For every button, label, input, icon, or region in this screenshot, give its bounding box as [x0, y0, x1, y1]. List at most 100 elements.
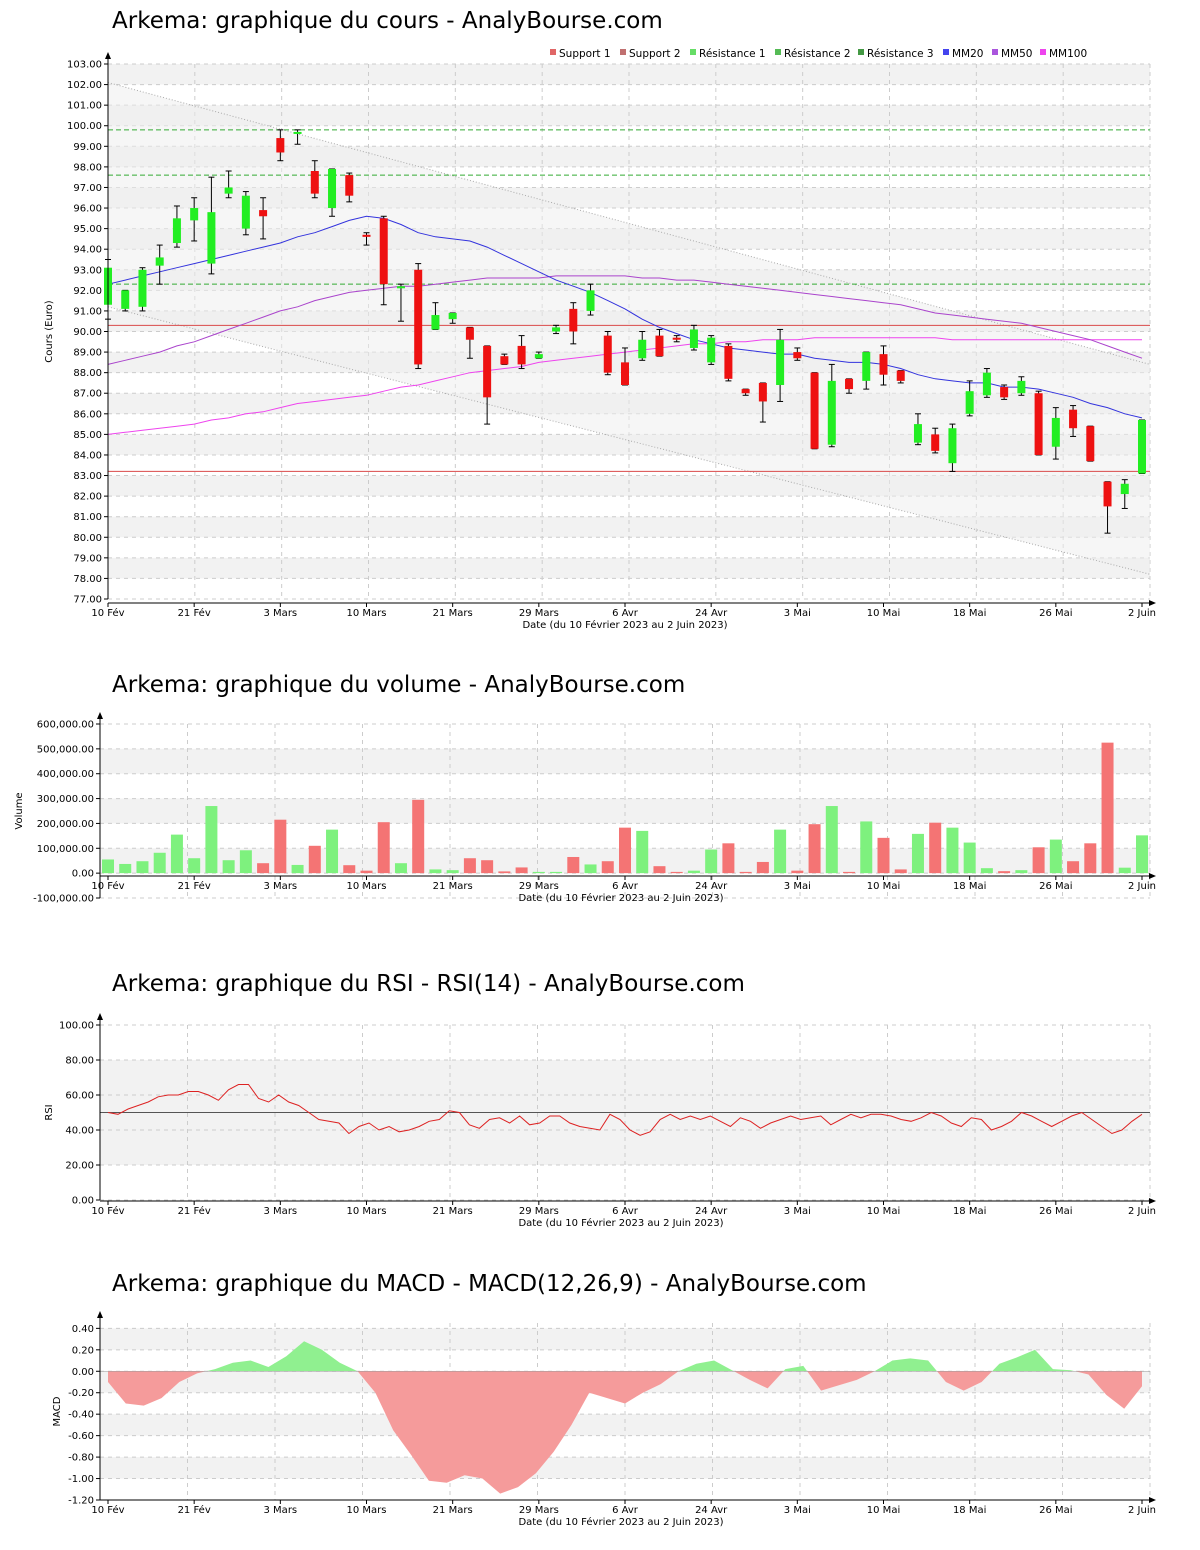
- candle-down: [672, 335, 681, 343]
- volume-bar: [291, 864, 304, 874]
- x-tick-label: 18 Mai: [953, 881, 986, 892]
- volume-bar: [998, 871, 1011, 874]
- legend-label: Support 1: [559, 48, 611, 60]
- candle-up: [431, 302, 440, 330]
- candle-up: [862, 351, 871, 390]
- volume-bar: [705, 849, 718, 874]
- candle-body: [552, 327, 561, 332]
- candle-down: [603, 331, 612, 376]
- candle-down: [896, 370, 905, 384]
- x-tick-label: 10 Fév: [91, 1504, 124, 1516]
- y-tick-label: 20.00: [65, 1161, 94, 1172]
- candle-body: [810, 372, 819, 449]
- x-tick-label: 21 Fév: [178, 1205, 211, 1217]
- x-tick-label: 10 Mars: [347, 1206, 387, 1217]
- volume-bar: [791, 870, 804, 874]
- candle-up: [121, 289, 130, 312]
- candle-body: [1000, 387, 1009, 398]
- y-axis-label: RSI: [44, 1104, 55, 1120]
- candle-up: [293, 129, 302, 145]
- y-tick-label: 95.00: [73, 224, 102, 235]
- y-tick-label: 96.00: [73, 204, 102, 215]
- candle-body: [621, 362, 629, 385]
- y-tick-label: 0.00: [72, 1367, 94, 1378]
- candle-body: [758, 382, 767, 402]
- y-tick-label: 300,000.00: [37, 794, 94, 805]
- x-tick-label: 29 Mars: [519, 881, 559, 892]
- y-tick-label: 400,000.00: [37, 769, 94, 780]
- candle-body: [414, 269, 423, 365]
- grid-band: [100, 798, 1150, 824]
- volume-bar: [687, 870, 700, 874]
- candle-body: [483, 345, 492, 398]
- candle-body: [689, 329, 698, 348]
- candle-up: [172, 205, 181, 248]
- x-tick-label: 21 Fév: [178, 880, 211, 892]
- volume-bar: [670, 871, 683, 874]
- x-tick-label: 10 Fév: [91, 880, 124, 892]
- candle-body: [448, 312, 457, 320]
- grid-band: [100, 1414, 1150, 1436]
- volume-bar: [722, 843, 735, 874]
- candle-body: [1103, 481, 1112, 507]
- y-tick-label: -0.40: [68, 1410, 94, 1421]
- y-tick-label: 80.00: [65, 1056, 94, 1067]
- candle-body: [190, 208, 199, 221]
- candle-up: [190, 197, 199, 242]
- candle-body: [1051, 417, 1060, 447]
- candle-up: [552, 324, 561, 335]
- volume-bar: [498, 871, 511, 874]
- candle-down: [1103, 481, 1112, 534]
- y-tick-label: 77.00: [73, 595, 102, 606]
- price-chart: 77.00 78.00 79.00 80.00 81.00 82.00 83.00 84.00…: [44, 48, 1156, 631]
- candle-body: [1138, 419, 1146, 474]
- volume-bar: [188, 858, 201, 874]
- volume-bar: [929, 822, 942, 874]
- x-tick-label: 10 Mai: [867, 1206, 900, 1217]
- rsi-chart: 0.00 20.00 40.00 60.00 80.00 100.00 RSI 10 Fév 2…: [44, 1013, 1156, 1229]
- volume-bar: [911, 833, 924, 874]
- candle-down: [517, 335, 526, 370]
- volume-bar: [584, 864, 597, 874]
- x-tick-label: 26 Mai: [1039, 1206, 1072, 1217]
- y-tick-label: 0.20: [72, 1345, 94, 1356]
- x-tick-label: 10 Mars: [347, 608, 387, 619]
- volume-bar: [825, 806, 838, 874]
- x-tick-label: 29 Mars: [519, 1206, 559, 1217]
- x-tick-label: 18 Mai: [953, 1505, 986, 1516]
- x-tick-label: 21 Fév: [178, 1504, 211, 1516]
- y-tick-label: 500,000.00: [37, 744, 94, 755]
- candle-down: [483, 345, 492, 425]
- volume-bar: [412, 799, 425, 874]
- x-tick-label: 26 Mai: [1039, 1505, 1072, 1516]
- candle-up: [982, 368, 991, 398]
- candle-body: [517, 345, 526, 365]
- volume-bar: [636, 830, 649, 874]
- candle-body: [913, 424, 922, 443]
- candle-body: [310, 171, 319, 194]
- x-tick-label: 10 Mai: [867, 881, 900, 892]
- candle-down: [810, 372, 819, 450]
- y-axis-label: Cours (Euro): [44, 300, 55, 363]
- y-tick-label: 0.00: [72, 1196, 94, 1207]
- x-axis-label: Date (du 10 Février 2023 au 2 Juin 2023): [518, 1516, 723, 1528]
- candle-body: [569, 308, 578, 332]
- x-tick-label: 29 Mars: [519, 608, 559, 619]
- x-tick-label: 10 Mars: [347, 1505, 387, 1516]
- x-tick-label: 26 Mai: [1039, 608, 1072, 619]
- volume-bar: [239, 850, 252, 874]
- y-tick-label: 91.00: [73, 306, 102, 317]
- candle-body: [1120, 483, 1129, 495]
- candle-down: [276, 129, 285, 162]
- y-tick-label: 100.00: [59, 1021, 94, 1032]
- legend-swatch: [620, 49, 626, 55]
- volume-chart: -100,000.00 0.00 100,000.00 200,000.00 300,0…: [14, 712, 1156, 905]
- candle-down: [310, 160, 319, 199]
- candle-body: [172, 218, 181, 244]
- candle-body: [603, 335, 612, 373]
- volume-bar: [463, 858, 476, 874]
- legend-swatch: [858, 49, 864, 55]
- candle-up: [241, 191, 250, 236]
- candle-body: [293, 131, 302, 134]
- y-tick-label: 200,000.00: [37, 819, 94, 830]
